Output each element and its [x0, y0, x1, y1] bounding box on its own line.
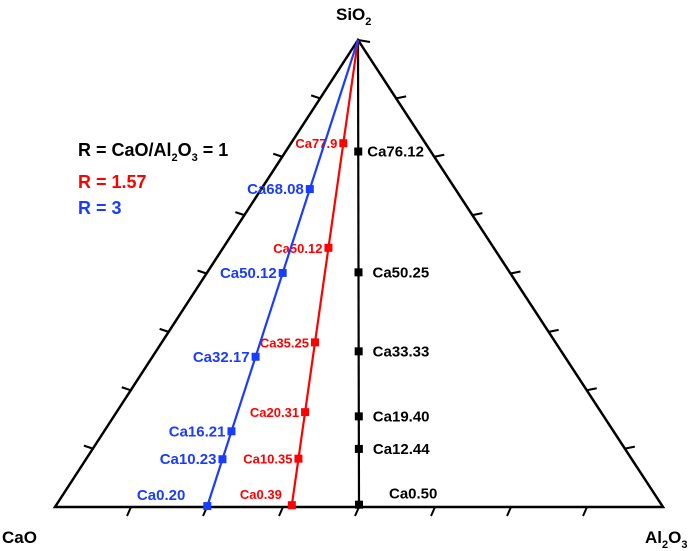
data-point — [310, 338, 319, 347]
legend-entry-r1: R = CaO/Al2O3 = 1 — [78, 140, 228, 164]
data-point — [305, 185, 314, 194]
tick-mark — [272, 152, 283, 158]
tick-marks — [83, 39, 636, 517]
tick-mark — [395, 95, 407, 100]
data-label: Ca50.12 — [273, 241, 322, 256]
data-label: Ca76.12 — [367, 144, 424, 161]
data-label: Ca35.25 — [260, 335, 309, 350]
data-point — [354, 412, 363, 421]
data-point — [294, 454, 303, 463]
tick-mark — [121, 386, 132, 392]
data-point — [339, 139, 348, 148]
data-point — [251, 352, 260, 361]
tick-mark — [278, 506, 284, 517]
legend: R = CaO/Al2O3 = 1 R = 1.57 R = 3 — [78, 140, 228, 218]
legend-entry-r157: R = 1.57 — [78, 172, 147, 192]
vertex-label-sio2: SiO2 — [336, 5, 371, 28]
data-label: Ca50.12 — [220, 265, 277, 282]
data-point — [354, 500, 363, 509]
tick-mark — [582, 506, 588, 517]
data-label: Ca16.21 — [169, 423, 226, 440]
data-point — [301, 408, 310, 417]
data-label: Ca10.23 — [160, 451, 217, 468]
data-label: Ca0.20 — [137, 487, 185, 504]
data-point — [203, 502, 212, 511]
data-point — [287, 501, 296, 510]
data-label: Ca68.08 — [247, 181, 304, 198]
tick-mark — [83, 444, 94, 450]
data-label: Ca19.40 — [373, 408, 430, 425]
data-point — [227, 427, 236, 436]
data-label: Ca77.9 — [295, 136, 337, 151]
tick-mark — [506, 506, 512, 517]
data-label: Ca0.50 — [389, 486, 437, 503]
data-point — [278, 268, 287, 277]
data-point — [354, 347, 363, 356]
tick-mark — [586, 387, 597, 392]
data-label: Ca10.35 — [243, 452, 292, 467]
data-label: Ca50.25 — [372, 264, 429, 281]
data-point — [218, 455, 227, 464]
data-point — [354, 147, 363, 156]
data-point — [324, 243, 333, 252]
data-label: Ca20.31 — [250, 405, 299, 420]
tick-mark — [548, 328, 559, 333]
data-point — [354, 268, 363, 277]
data-label: Ca12.44 — [373, 441, 430, 458]
tick-mark — [126, 506, 132, 517]
series-line — [290, 39, 360, 508]
vertex-label-al2o3: Al2O3 — [645, 528, 687, 551]
legend-entry-r3: R = 3 — [78, 198, 122, 218]
series-layer: Ca76.12 Ca50.25 Ca33.33 Ca19.40 Ca12.44 Ca0.5… — [137, 39, 437, 511]
tick-mark — [159, 327, 169, 333]
data-point — [354, 444, 363, 453]
tick-mark — [310, 94, 321, 100]
data-label: Ca0.39 — [240, 487, 282, 502]
tick-mark — [235, 211, 245, 217]
tick-mark — [472, 212, 483, 217]
tick-mark — [357, 39, 371, 43]
tick-mark — [197, 269, 207, 275]
data-label: Ca33.33 — [373, 343, 430, 360]
vertex-label-cao: CaO — [2, 528, 37, 547]
tick-mark — [434, 153, 445, 158]
tick-mark — [430, 506, 436, 517]
tick-mark — [624, 445, 636, 450]
tick-mark — [510, 270, 521, 275]
data-label: Ca32.17 — [193, 349, 250, 366]
